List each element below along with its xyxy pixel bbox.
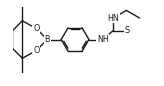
Text: O: O <box>33 46 39 55</box>
Text: NH: NH <box>97 35 109 44</box>
Text: S: S <box>124 26 130 35</box>
Text: HN: HN <box>107 14 119 23</box>
Text: O: O <box>33 24 39 33</box>
Text: B: B <box>45 35 50 44</box>
